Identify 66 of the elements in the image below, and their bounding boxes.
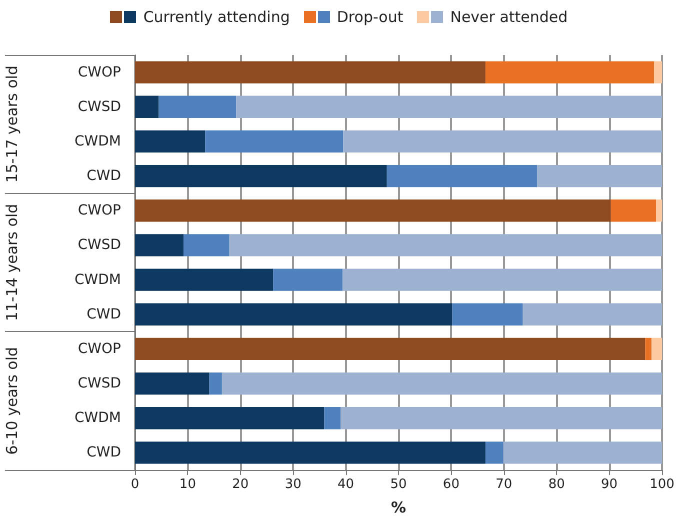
bar <box>135 338 646 360</box>
x-tick-label: 30 <box>284 477 302 492</box>
legend-label: Drop-out <box>336 8 404 26</box>
bar <box>656 200 662 222</box>
bar <box>135 442 486 464</box>
text: 15-17 years old <box>3 66 21 183</box>
bar <box>452 303 523 326</box>
x-tick-label: 40 <box>338 477 354 492</box>
bar <box>324 407 341 430</box>
bar <box>340 407 662 430</box>
y-tick-label: CWSD <box>78 98 121 115</box>
bar <box>135 372 210 395</box>
y-tick-label: CWOP <box>78 64 121 80</box>
y-tick-label: CWD <box>86 168 121 184</box>
y-tick-label: CWOP <box>78 202 121 219</box>
x-tick-label: 10 <box>179 477 196 492</box>
bar <box>342 268 662 291</box>
x-tick-label: 0 <box>130 477 140 492</box>
x-axis-title: % <box>390 498 406 516</box>
y-tick-label: CWSD <box>78 376 121 392</box>
bar <box>158 96 236 118</box>
bar <box>205 130 344 153</box>
x-tick-label: 60 <box>442 477 460 492</box>
legend-label: Currently attending <box>143 8 290 26</box>
x-tick-label: 80 <box>548 477 565 492</box>
bar <box>183 234 230 256</box>
bar <box>236 96 662 118</box>
text: 11-14 years old <box>3 204 21 322</box>
y-tick-label: CWSD <box>78 237 121 254</box>
bar <box>135 96 159 118</box>
y-tick-label: CWD <box>86 306 121 322</box>
bar <box>645 338 652 360</box>
bar <box>229 234 662 256</box>
y-tick-label: CWDM <box>74 410 121 426</box>
bar <box>503 442 662 464</box>
bar <box>135 164 387 188</box>
bar <box>522 303 662 326</box>
text: 6-10 years old <box>3 346 21 455</box>
bar <box>135 407 324 430</box>
y-tick-label: CWOP <box>78 340 121 357</box>
bar <box>343 130 662 153</box>
bar <box>135 200 611 222</box>
x-tick-label: 70 <box>496 477 512 492</box>
bar <box>485 61 654 84</box>
bar <box>135 234 184 256</box>
x-tick-label: 20 <box>232 477 249 492</box>
bar <box>273 268 343 291</box>
y-tick-label: CWDM <box>74 272 121 288</box>
bar <box>537 164 662 188</box>
x-tick-label: 90 <box>601 477 618 492</box>
bar <box>135 130 206 153</box>
bar <box>654 61 662 84</box>
bar <box>135 61 486 84</box>
bar <box>651 338 662 360</box>
y-tick-label: CWDM <box>74 133 121 150</box>
x-tick-label: 100 <box>650 477 674 492</box>
bar <box>209 372 222 395</box>
bar <box>610 200 656 222</box>
bar <box>485 442 504 464</box>
bar <box>222 372 662 395</box>
bar <box>135 268 274 291</box>
x-tick-label: 50 <box>390 477 407 492</box>
legend-label: Never attended <box>450 8 568 26</box>
y-tick-label: CWD <box>86 444 121 461</box>
bar <box>135 303 452 326</box>
bar <box>386 164 538 188</box>
